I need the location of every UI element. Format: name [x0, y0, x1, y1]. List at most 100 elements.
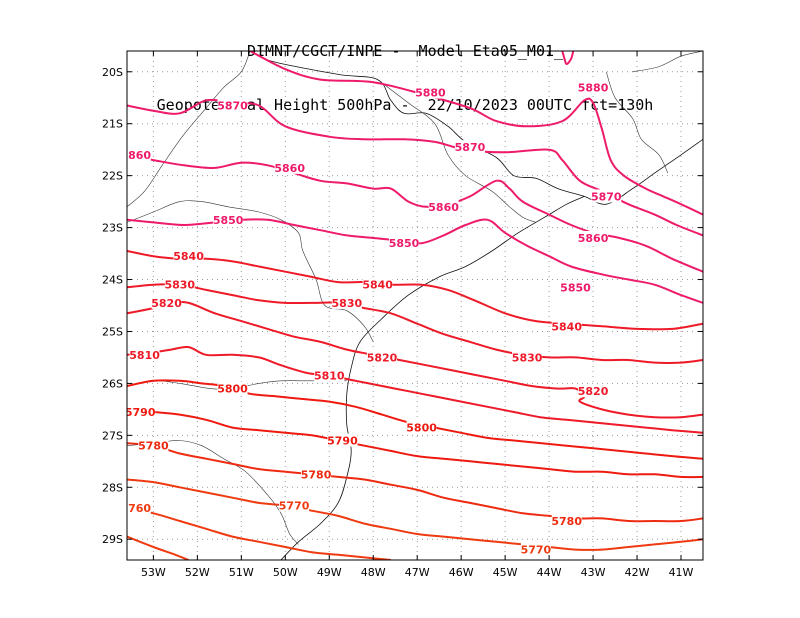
- contour-label: 5810: [129, 349, 160, 362]
- contour-label-bg: [362, 277, 393, 291]
- contour-label-bg: [415, 85, 446, 99]
- plot-frame: [126, 50, 704, 561]
- contour-label: 5820: [151, 297, 182, 310]
- contour-label-bg: [314, 368, 345, 382]
- x-tick-label: 53W: [141, 566, 166, 579]
- y-tick-label: 24S: [102, 274, 123, 287]
- contour-label: 5800: [217, 383, 248, 396]
- x-tick-label: 49W: [317, 566, 342, 579]
- y-tick-label: 21S: [102, 118, 123, 131]
- geography-lines: [127, 51, 703, 560]
- state-border: [127, 440, 299, 545]
- y-tick-label: 25S: [102, 325, 123, 338]
- contour-label-bg: [591, 189, 622, 203]
- contour-label-bg: [138, 438, 169, 452]
- contour-label-bg: [578, 80, 609, 94]
- contour-label-bg: [274, 160, 305, 174]
- contour-label-bg: [406, 420, 437, 434]
- contour-label-bg: [127, 404, 156, 418]
- contour-line-5890: [561, 51, 575, 65]
- state-border: [606, 71, 669, 174]
- contour-label: 5760: [120, 502, 151, 515]
- x-tick-label: 44W: [537, 566, 562, 579]
- contour-label: 5840: [362, 279, 393, 292]
- contour-label-bg: [127, 147, 151, 161]
- contour-label: 5860: [274, 162, 305, 175]
- contour-label: 5800: [406, 422, 437, 435]
- x-tick-label: 43W: [581, 566, 606, 579]
- coastline: [280, 196, 585, 560]
- contour-line-5830: [127, 283, 703, 364]
- contour-label-bg: [551, 514, 582, 528]
- contour-label-bg: [127, 501, 151, 515]
- contour-label-bg: [301, 467, 332, 481]
- contour-label-bg: [164, 277, 195, 291]
- contour-line-5770: [127, 478, 703, 551]
- chart-title: DIMNT/CGCT/INPE - Model Eta05_M01_ Geopo…: [0, 6, 800, 132]
- contour-line-5780: [127, 442, 703, 523]
- contour-line-5790: [127, 408, 703, 479]
- contour-label-bg: [327, 433, 358, 447]
- contour-label: 5790: [327, 435, 358, 448]
- contour-labels: 5880 5880 5870 5870 5870 5860 5860 5860 5860 5850…: [120, 80, 622, 557]
- contour-label-bg: [454, 140, 485, 154]
- contour-line-5820: [127, 300, 703, 419]
- contour-label-bg: [367, 350, 398, 364]
- contour-label: 5780: [138, 440, 169, 453]
- state-border: [127, 200, 374, 343]
- contour-label-bg: [151, 295, 182, 309]
- contour-label-bg: [213, 212, 244, 226]
- y-tick-label: 28S: [102, 481, 123, 494]
- contour-label-bg: [217, 381, 248, 395]
- contour-label-bg: [279, 498, 310, 512]
- contour-label: 5780: [551, 515, 582, 528]
- contour-label-bg: [129, 347, 160, 361]
- contour-label: 5860: [428, 201, 459, 214]
- contour-label: 5870: [455, 141, 486, 154]
- grid-lines: [127, 51, 703, 560]
- contour-line-5880: [249, 51, 703, 216]
- contour-label-bg: [551, 319, 582, 333]
- state-border: [377, 79, 537, 223]
- contour-line-5750: [127, 535, 189, 560]
- contour-label-bg: [578, 230, 609, 244]
- contour-label-bg: [578, 384, 609, 398]
- contour-label: 5780: [301, 468, 332, 481]
- y-tick-label: 23S: [102, 222, 123, 235]
- contour-label: 5820: [367, 351, 398, 364]
- contour-label: 5880: [415, 87, 446, 100]
- x-tick-label: 45W: [493, 566, 518, 579]
- contour-label: 5860: [120, 149, 151, 162]
- contour-label: 5770: [279, 499, 310, 512]
- y-tick-label: 29S: [102, 533, 123, 546]
- contour-label-bg: [331, 295, 362, 309]
- contour-label: 5860: [578, 232, 609, 245]
- contour-label: 5830: [164, 279, 195, 292]
- contour-label: 5830: [512, 351, 543, 364]
- contour-label-bg: [389, 236, 420, 250]
- contour-line-5810: [127, 345, 703, 434]
- x-tick-label: 52W: [185, 566, 210, 579]
- contour-label: 5810: [314, 370, 345, 383]
- contour-label: 5850: [389, 237, 420, 250]
- contour-label-bg: [560, 280, 591, 294]
- axes: 53W 52W 51W 50W 49W 48W 47W 46W 45W 44W 43W 42W 41W 2…: [102, 51, 703, 579]
- contour-label-bg: [512, 350, 543, 364]
- contour-line-5760: [127, 507, 391, 560]
- y-tick-label: 26S: [102, 377, 123, 390]
- coastline: [249, 51, 703, 205]
- x-tick-label: 51W: [229, 566, 254, 579]
- x-tick-label: 47W: [405, 566, 430, 579]
- contour-label: 5880: [578, 81, 609, 94]
- contour-label: 5840: [173, 250, 204, 263]
- contour-label: 5870: [217, 100, 248, 113]
- y-tick-label: 20S: [102, 66, 123, 79]
- contour-label-bg: [520, 542, 551, 556]
- contour-label: 5850: [560, 281, 591, 294]
- x-tick-label: 42W: [625, 566, 650, 579]
- x-tick-label: 48W: [361, 566, 386, 579]
- contour-label: 5840: [551, 320, 582, 333]
- x-tick-label: 41W: [669, 566, 694, 579]
- contour-label: 5820: [578, 385, 609, 398]
